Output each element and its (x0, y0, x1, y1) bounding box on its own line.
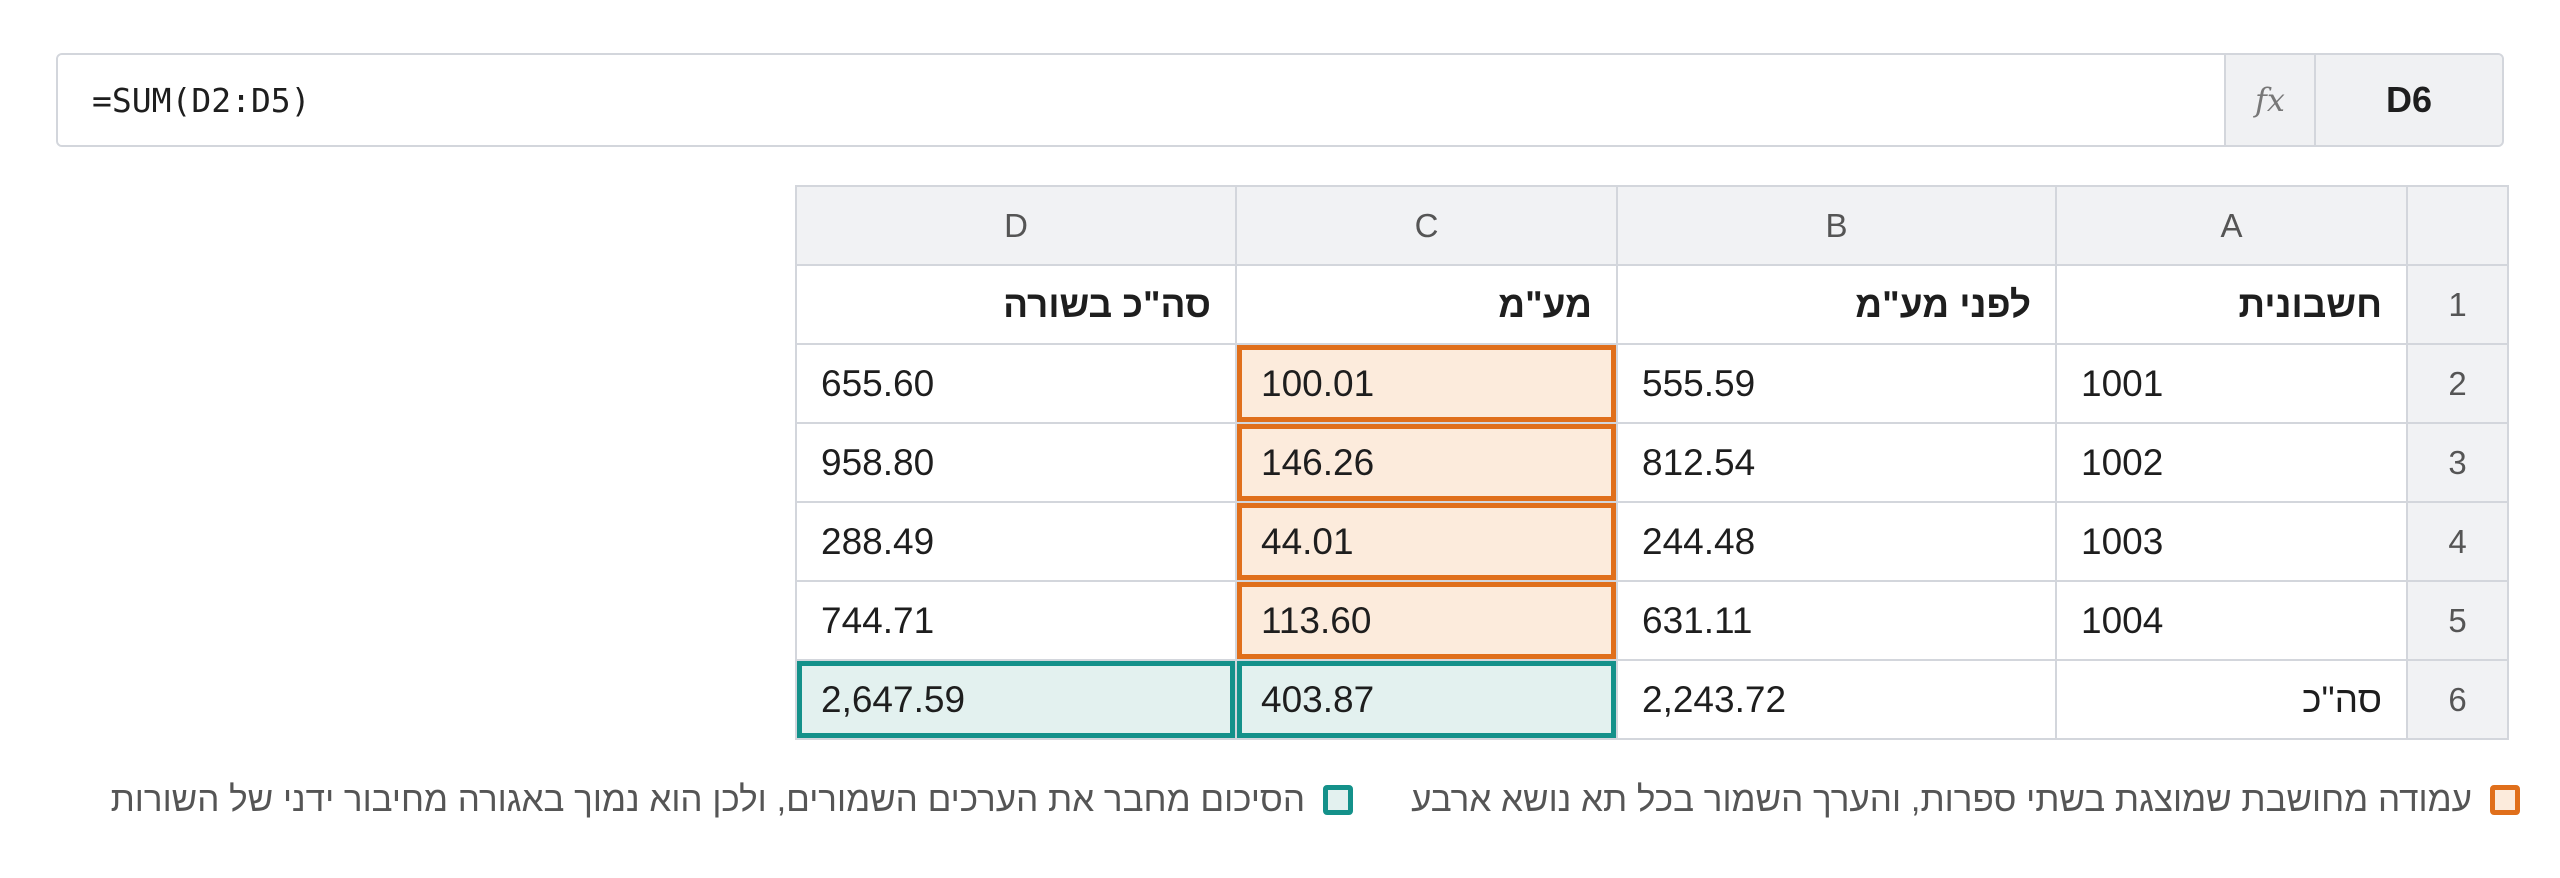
cell-d4[interactable]: 288.49 (795, 501, 1237, 582)
orange-swatch-icon (2490, 785, 2520, 815)
column-header-d[interactable]: D (795, 185, 1237, 266)
cell-b4[interactable]: 244.48 (1616, 501, 2057, 582)
column-header-c[interactable]: C (1235, 185, 1618, 266)
row-header[interactable]: 5 (2406, 580, 2509, 661)
legend-item-teal: הסיכום מחבר את הערכים השמורים, ולכן הוא … (110, 780, 1354, 820)
cell-b5[interactable]: 631.11 (1616, 580, 2057, 661)
cell-c5[interactable]: 113.60 (1235, 580, 1618, 661)
table-row: 6 סה"כ 2,243.72 403.87 2,647.59 (795, 659, 2509, 740)
cell-a4[interactable]: 1003 (2055, 501, 2408, 582)
cell-a5[interactable]: 1004 (2055, 580, 2408, 661)
cell-d3[interactable]: 958.80 (795, 422, 1237, 503)
cell-a2[interactable]: 1001 (2055, 343, 2408, 424)
cell-c6[interactable]: 403.87 (1235, 659, 1618, 740)
cell-c3[interactable]: 146.26 (1235, 422, 1618, 503)
cell-d5[interactable]: 744.71 (795, 580, 1237, 661)
legend-orange-text: עמודה מחושבת שמוצגת בשתי ספרות, והערך הש… (1411, 780, 2472, 819)
row-header[interactable]: 6 (2406, 659, 2509, 740)
table-row: 3 1002 812.54 146.26 958.80 (795, 422, 2509, 503)
cell-d2[interactable]: 655.60 (795, 343, 1237, 424)
legend-teal-text: הסיכום מחבר את הערכים השמורים, ולכן הוא … (110, 780, 1306, 819)
cell-a3[interactable]: 1002 (2055, 422, 2408, 503)
table-row: 4 1003 244.48 44.01 288.49 (795, 501, 2509, 582)
column-header-b[interactable]: B (1616, 185, 2057, 266)
row-header[interactable]: 4 (2406, 501, 2509, 582)
cell-a1[interactable]: חשבונית (2055, 264, 2408, 345)
legend-item-orange: עמודה מחושבת שמוצגת בשתי ספרות, והערך הש… (1411, 780, 2520, 820)
formula-input[interactable]: =SUM(D2:D5) (58, 55, 2224, 145)
cell-a6[interactable]: סה"כ (2055, 659, 2408, 740)
fx-icon[interactable]: fx (2224, 55, 2316, 145)
spreadsheet-grid: A B C D 1 חשבונית לפני מע"מ מע"מ סה"כ בש… (795, 185, 2509, 740)
cell-b2[interactable]: 555.59 (1616, 343, 2057, 424)
table-row: 1 חשבונית לפני מע"מ מע"מ סה"כ בשורה (795, 264, 2509, 345)
row-header[interactable]: 2 (2406, 343, 2509, 424)
cell-b3[interactable]: 812.54 (1616, 422, 2057, 503)
cell-d6[interactable]: 2,647.59 (795, 659, 1237, 740)
column-header-a[interactable]: A (2055, 185, 2408, 266)
row-header[interactable]: 1 (2406, 264, 2509, 345)
legend: עמודה מחושבת שמוצגת בשתי ספרות, והערך הש… (40, 772, 2520, 828)
table-row: 2 1001 555.59 100.01 655.60 (795, 343, 2509, 424)
column-header-row: A B C D (795, 185, 2509, 266)
cell-c2[interactable]: 100.01 (1235, 343, 1618, 424)
cell-d1[interactable]: סה"כ בשורה (795, 264, 1237, 345)
teal-swatch-icon (1323, 785, 1354, 815)
cell-b1[interactable]: לפני מע"מ (1616, 264, 2057, 345)
cell-c1[interactable]: מע"מ (1235, 264, 1618, 345)
row-header[interactable]: 3 (2406, 422, 2509, 503)
cell-b6[interactable]: 2,243.72 (1616, 659, 2057, 740)
formula-text: =SUM(D2:D5) (92, 80, 311, 120)
select-all-corner[interactable] (2406, 185, 2509, 266)
table-row: 5 1004 631.11 113.60 744.71 (795, 580, 2509, 661)
cell-c4[interactable]: 44.01 (1235, 501, 1618, 582)
name-box[interactable]: D6 (2316, 55, 2502, 145)
formula-bar: =SUM(D2:D5) fx D6 (56, 53, 2504, 147)
